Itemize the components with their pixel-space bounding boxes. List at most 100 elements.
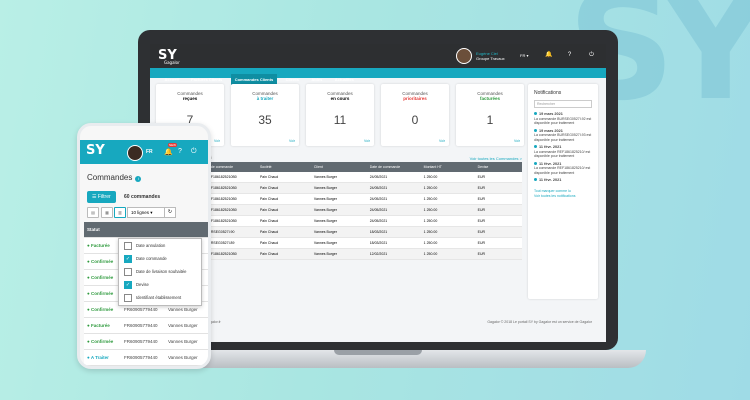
card-facturees[interactable]: Commandes facturées 1 Voir [456,84,524,146]
table-cell: 1 250.00 [423,241,438,245]
table-cell: 1 250.00 [423,197,438,201]
mobile-logo[interactable]: SY [86,143,105,158]
table-row[interactable]: BURSEG0527I.90 Pain Chaud Vannes Burger 18/… [202,227,522,238]
table-cell: EUR [477,186,485,190]
column-option[interactable]: ✓ Date commande [119,252,201,265]
card-a-traiter[interactable]: Commandes à traiter 35 Voir [231,84,299,146]
table-row[interactable]: REF1861825210B0 Pain Chaud Vannes Burger 24… [202,194,522,205]
nav-actualites[interactable]: Actualités [334,77,354,82]
power-icon[interactable]: ⏻ [191,148,197,155]
table-row[interactable]: REF1861825210B0 Pain Chaud Vannes Burger 12… [202,249,522,260]
table-cell: Vannes Burger [313,219,337,223]
voir-link[interactable]: Voir [213,139,220,143]
avatar[interactable] [127,145,143,161]
status-badge: ● A Traiter [87,355,109,360]
list-item[interactable]: ● A Traiter FR60905779440 Vannes Burger [84,350,208,366]
bell-icon[interactable]: 🔔 [545,52,553,58]
column-option[interactable]: Date annulation [119,239,201,252]
table-cell: BURSEG0527I.90 [206,230,235,234]
refresh-icon[interactable]: ↻ [164,207,176,218]
table-cell: 18/03/2021 [369,241,388,245]
notification-item[interactable]: 19 mars 2021 La commande BURSEG0527I.92 e… [534,112,592,125]
checkbox[interactable] [124,267,132,276]
user-menu[interactable]: Eugène Ciel Groupe Travaux [456,48,505,64]
info-icon[interactable]: i [135,176,142,182]
bell-icon[interactable]: 🔔 [164,149,173,156]
notification-item[interactable]: 11 févr. 2021 La commande REF1861825210/ … [534,161,591,175]
status-badge: ● Confirmée [87,259,114,264]
notification-item[interactable]: 11 févr. 2021 [534,178,592,183]
checkbox[interactable] [124,241,132,250]
column-option[interactable]: ✓ Devise [119,278,201,291]
table-cell: REF1861825210B0 [206,175,237,179]
client-name: Vannes Burger [168,355,198,360]
mark-all-read-link[interactable]: Tout marquer comme lu [534,188,571,193]
table-cell: 1 250.00 [423,252,438,256]
help-icon[interactable]: ? [178,148,182,155]
export-file-icon[interactable]: ▦ [101,207,113,218]
checkbox[interactable]: ✓ [124,280,132,289]
app-logo[interactable]: SY Gagalor [158,48,180,65]
notifications-title: Notifications [534,90,562,96]
new-badge: NEW [168,143,177,147]
column-option[interactable]: Identifiant établissement [119,291,201,304]
columns-dropdown: Date annulation ✓ Date commande Date de liv… [118,238,202,306]
filter-button[interactable]: ☰ Filtrer [87,191,116,203]
export-pdf-icon[interactable]: ▤ [87,207,99,218]
columns-icon[interactable]: ▥ [114,207,126,218]
lines-per-page-select[interactable]: 10 lignes ▾ [127,207,165,218]
card-en-cours[interactable]: Commandes en cours 11 Voir [306,84,374,146]
desktop-app: SY Gagalor Eugène Ciel Groupe Travaux FR ▾… [150,44,606,342]
card-value: 0 [411,113,419,127]
voir-link[interactable]: Voir [438,139,445,143]
see-all-notifications-link[interactable]: Voir toutes les notifications [534,193,576,198]
table-cell: REF1861825210B0 [206,208,237,212]
notification-search-input[interactable]: Rechercher [534,100,592,108]
table-cell: Vannes Burger [313,230,337,234]
language-selector[interactable]: FR [146,149,153,155]
nav-clients[interactable]: Clients [285,77,299,82]
list-item[interactable]: ● Confirmée FR60905779440 Vannes Burger [84,302,208,318]
help-icon[interactable]: ? [567,52,572,58]
nav-commandes-clients[interactable]: Commandes Clients [230,74,278,85]
table-cell: Pain Chaud [259,219,279,223]
nav-factures-clients[interactable]: Factures Clients [191,77,223,82]
list-item[interactable]: ● Facturée FR60905779440 Vannes Burger [84,318,208,334]
nav-aides[interactable]: Aides [311,77,323,82]
table-row[interactable]: BURSEG0527I.89 Pain Chaud Vannes Burger 18/… [202,238,522,249]
table-row[interactable]: REF1861825210B0 Pain Chaud Vannes Burger 24… [202,183,522,194]
column-option[interactable]: Date de livraison souhaitée [119,265,201,278]
power-icon[interactable]: ⏻ [589,52,594,58]
nav-accueil[interactable]: Accueil [164,77,179,82]
table-cell: 1 250.00 [423,175,438,179]
table-cell: 1 250.00 [423,219,438,223]
checkbox[interactable]: ✓ [124,254,132,263]
checkbox[interactable] [124,293,132,302]
language-selector[interactable]: FR ▾ [520,53,529,58]
notifications-panel: Notifications Rechercher 19 mars 2021 La … [528,84,598,299]
table-cell: 24/05/2021 [369,175,388,179]
voir-link[interactable]: Voir [288,139,295,143]
voir-link[interactable]: Voir [363,139,370,143]
client-name: Vannes Burger [168,339,198,344]
card-prioritaires[interactable]: Commandes prioritaires 0 Voir [381,84,449,146]
see-all-orders-link[interactable]: Voir toutes les Commandes > [469,156,522,161]
table-row[interactable]: REF1861825210B0 Pain Chaud Vannes Burger 24… [202,172,522,183]
list-item[interactable]: ● Confirmée FR60905779440 Vannes Burger [84,334,208,350]
laptop-base [110,350,646,368]
client-name: Vannes Burger [168,323,198,328]
table-row[interactable]: REF1861825210B0 Pain Chaud Vannes Burger 24… [202,216,522,227]
mobile-app: SY FR 🔔 NEW ? ⏻ Commandes i ☰ Filtrer 60 … [77,123,211,369]
table-cell: Vannes Burger [313,186,337,190]
avatar [456,48,472,64]
order-ref: FR60905779440 [124,323,158,328]
notification-item[interactable]: 11 févr. 2021 La commande REF1861825210/ … [534,145,591,158]
notification-item[interactable]: 19 mars 2021 La commande BURSEG0527I.93 e… [534,128,592,142]
card-value: 35 [258,113,272,127]
table-cell: EUR [477,219,485,223]
voir-link[interactable]: Voir [513,139,520,143]
table-row[interactable]: REF1861825210B0 Pain Chaud Vannes Burger 24… [202,205,522,216]
status-badge: ● Confirmée [87,275,114,280]
main-nav: Accueil Factures Clients Commandes Clien… [150,68,606,85]
client-name: Vannes Burger [168,307,198,312]
